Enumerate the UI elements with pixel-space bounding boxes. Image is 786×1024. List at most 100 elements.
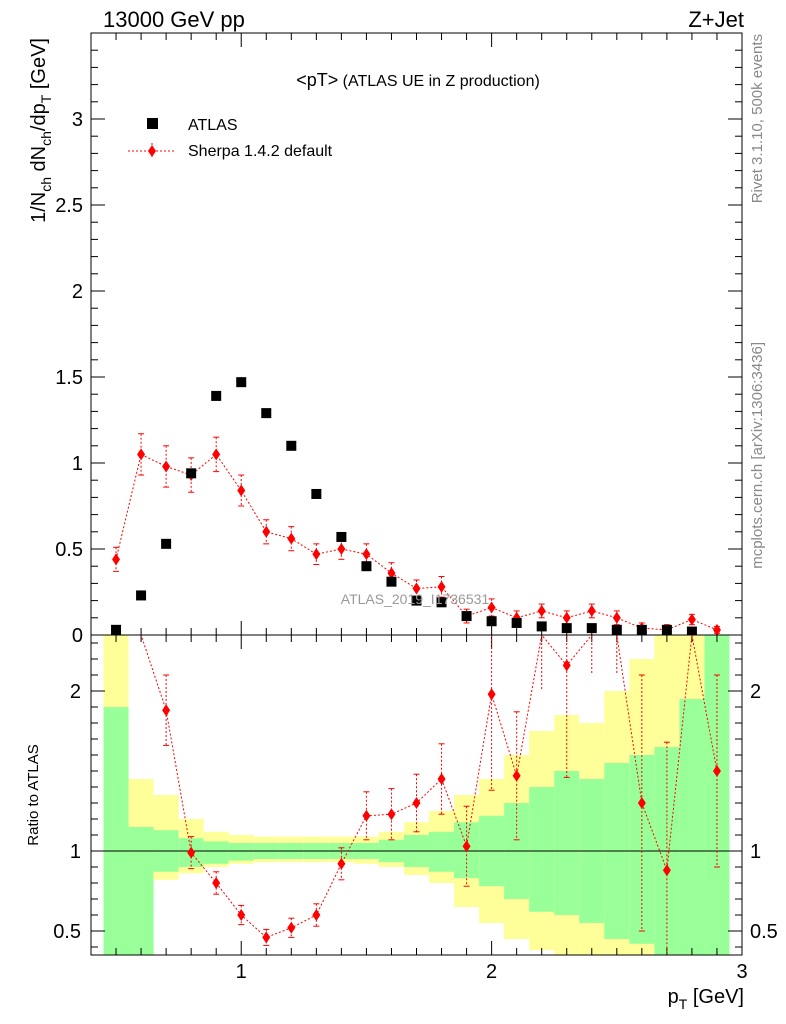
- ratio-point-14: [462, 840, 471, 853]
- atlas-point-0: [111, 624, 122, 635]
- atlas-point-6: [261, 408, 272, 419]
- ratio-axis-ticks: 0.5 0.5 1 1 2 2 1 2 3: [53, 635, 778, 983]
- atlas-point-1: [136, 590, 147, 601]
- title-pt: <pT>: [296, 70, 338, 90]
- sherpa-point-6: [262, 525, 271, 538]
- sherpa-point-23: [687, 613, 696, 626]
- band-inner-5: [228, 843, 254, 861]
- ratio-point-8: [312, 909, 321, 921]
- sherpa-point-11: [387, 567, 396, 580]
- atlas-point-9: [336, 531, 347, 542]
- top-y-tick-label-6: 3: [72, 109, 83, 131]
- ratio-point-16: [512, 769, 521, 782]
- ratio-point-22: [662, 864, 671, 877]
- sherpa-point-8: [312, 548, 321, 561]
- atlas-point-21: [636, 624, 647, 635]
- sherpa-point-2: [162, 460, 171, 473]
- top-y-tick-label-2: 1: [72, 453, 83, 475]
- top-series-layer: [111, 377, 721, 637]
- legend: ATLAS Sherpa 1.4.2 default: [128, 117, 333, 160]
- legend-atlas-marker: [147, 118, 158, 129]
- band-inner-13: [429, 831, 455, 872]
- ratio-point-4: [212, 877, 221, 889]
- legend-atlas-label: ATLAS: [188, 117, 238, 134]
- top-plot-title: <pT> (ATLAS UE in Z production): [296, 70, 540, 90]
- sherpa-point-19: [587, 604, 596, 617]
- ratio-point-5: [237, 909, 246, 921]
- ratio-y-axis-label: Ratio to ATLAS: [25, 744, 42, 845]
- ratio-point-12: [412, 797, 421, 809]
- ratio-point-13: [437, 773, 446, 785]
- sherpa-point-15: [487, 601, 496, 614]
- sherpa-point-0: [112, 553, 121, 566]
- sherpa-point-10: [362, 548, 371, 561]
- ratio-point-7: [287, 921, 296, 934]
- sherpa-point-12: [412, 582, 421, 595]
- header-left: 13000 GeV pp: [103, 7, 245, 32]
- atlas-point-18: [561, 623, 572, 634]
- atlas-point-10: [361, 561, 372, 572]
- ratio-y-tick-label-left-1: 1: [70, 841, 81, 863]
- atlas-point-16: [511, 617, 522, 628]
- ratio-y-tick-label-right-2: 2: [750, 681, 761, 703]
- atlas-point-14: [461, 611, 472, 622]
- atlas-point-19: [586, 623, 597, 634]
- sherpa-point-13: [437, 580, 446, 593]
- top-y-tick-label-1: 0.5: [55, 539, 83, 561]
- atlas-point-3: [186, 468, 197, 479]
- atlas-point-23: [686, 626, 697, 637]
- ratio-point-3: [187, 846, 196, 859]
- ratio-panel: 0.5 0.5 1 1 2 2 1 2 3 Ratio to ATLAS: [25, 634, 778, 983]
- title-rest: (ATLAS UE in Z production): [338, 73, 540, 90]
- ratio-y-tick-label-right-0: 0.5: [750, 921, 778, 943]
- ratio-point-2: [162, 704, 171, 717]
- atlas-point-5: [236, 377, 247, 388]
- ratio-point-10: [362, 809, 371, 822]
- x-tick-label-0: 1: [236, 961, 247, 983]
- sherpa-point-9: [337, 543, 346, 555]
- ratio-point-9: [337, 857, 346, 870]
- atlas-point-11: [386, 576, 397, 587]
- legend-sherpa-marker: [148, 145, 156, 157]
- ratio-series-layer: [116, 635, 721, 955]
- header-right: Z+Jet: [688, 7, 744, 32]
- top-y-tick-label-5: 2.5: [55, 195, 83, 217]
- sherpa-point-24: [712, 623, 721, 636]
- ratio-y-tick-label-left-2: 2: [70, 681, 81, 703]
- atlas-point-7: [286, 440, 297, 451]
- side-label-bottom: mcplots.cern.ch [arXiv:1306:3436]: [749, 342, 766, 569]
- atlas-point-22: [661, 624, 672, 635]
- atlas-point-13: [436, 597, 447, 608]
- ratio-point-6: [262, 931, 271, 944]
- atlas-point-12: [411, 595, 422, 606]
- ratio-point-24: [712, 765, 721, 777]
- ratio-y-tick-label-left-0: 0.5: [53, 921, 81, 943]
- top-y-tick-label-3: 1.5: [55, 367, 83, 389]
- atlas-point-17: [536, 621, 547, 632]
- x-axis-label: pT [GeV]: [668, 986, 744, 1012]
- ratio-point-21: [637, 797, 646, 809]
- band-inner-18: [554, 771, 580, 915]
- sherpa-point-4: [212, 448, 221, 461]
- ratio-point-15: [487, 688, 496, 701]
- band-inner-0: [103, 707, 129, 955]
- band-inner-1: [128, 827, 154, 955]
- top-y-axis-label: 1/Nch dNch/dpT [GeV]: [28, 38, 54, 223]
- sherpa-point-18: [562, 611, 571, 624]
- atlas-point-4: [211, 390, 222, 401]
- sherpa-point-17: [537, 604, 546, 617]
- ratio-y-tick-label-right-1: 1: [750, 841, 761, 863]
- ratio-point-18: [562, 659, 571, 672]
- side-label-top: Rivet 3.1.10, 500k events: [749, 34, 766, 203]
- sherpa-point-7: [287, 532, 296, 545]
- x-tick-label-2: 3: [736, 961, 747, 983]
- ratio-plot-frame: [90, 634, 743, 956]
- band-inner-4: [203, 841, 229, 864]
- sherpa-point-1: [137, 448, 146, 461]
- x-tick-label-1: 2: [486, 961, 497, 983]
- sherpa-point-5: [237, 484, 246, 497]
- top-panel: 0 0.5 1 1.5 2 2.5 3 <pT> (ATLAS UE in Z produc…: [28, 32, 743, 647]
- top-axis-ticks: 0 0.5 1 1.5 2 2.5 3: [55, 33, 743, 647]
- legend-sherpa-label: Sherpa 1.4.2 default: [188, 143, 333, 160]
